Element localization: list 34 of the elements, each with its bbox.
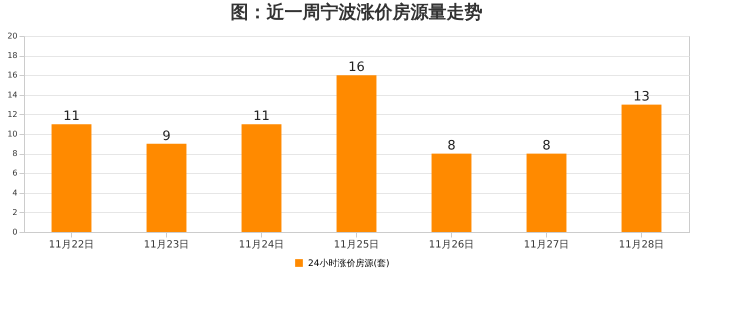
x-tick-label: 11月25日: [334, 240, 380, 250]
data-label: 8: [447, 138, 456, 154]
bar: [432, 154, 472, 232]
y-tick-label: 4: [12, 188, 18, 198]
x-tick-label: 11月23日: [144, 240, 190, 250]
y-tick-label: 16: [7, 70, 18, 80]
y-tick-label: 0: [12, 228, 18, 236]
data-label: 16: [348, 60, 365, 76]
y-tick-label: 2: [12, 208, 18, 217]
data-label: 13: [633, 90, 650, 105]
data-label: 9: [162, 128, 171, 144]
y-tick-label: 6: [12, 168, 18, 178]
bar: [336, 75, 376, 232]
data-label: 11: [63, 109, 80, 124]
bar: [622, 104, 662, 232]
chart-title: 图：近一周宁波涨价房源量走势: [230, 2, 482, 23]
y-tick-label: 20: [7, 32, 18, 40]
y-tick-label: 12: [7, 110, 18, 119]
bar: [242, 124, 282, 232]
y-tick-label: 18: [7, 51, 18, 60]
x-tick-label: 11月28日: [618, 240, 664, 250]
x-tick-label: 11月27日: [524, 240, 570, 250]
y-tick-label: 10: [7, 130, 18, 138]
data-label: 8: [542, 138, 551, 154]
bar: [52, 124, 92, 232]
legend-label: 24小时涨价房源(套): [308, 258, 390, 269]
bar: [146, 144, 186, 232]
x-tick-label: 11月24日: [238, 240, 284, 250]
data-label: 11: [253, 109, 270, 124]
y-tick-label: 8: [12, 149, 18, 158]
y-tick-label: 14: [7, 90, 18, 100]
bar: [526, 154, 566, 232]
x-tick-label: 11月22日: [48, 240, 94, 250]
x-tick-label: 11月26日: [428, 240, 474, 250]
